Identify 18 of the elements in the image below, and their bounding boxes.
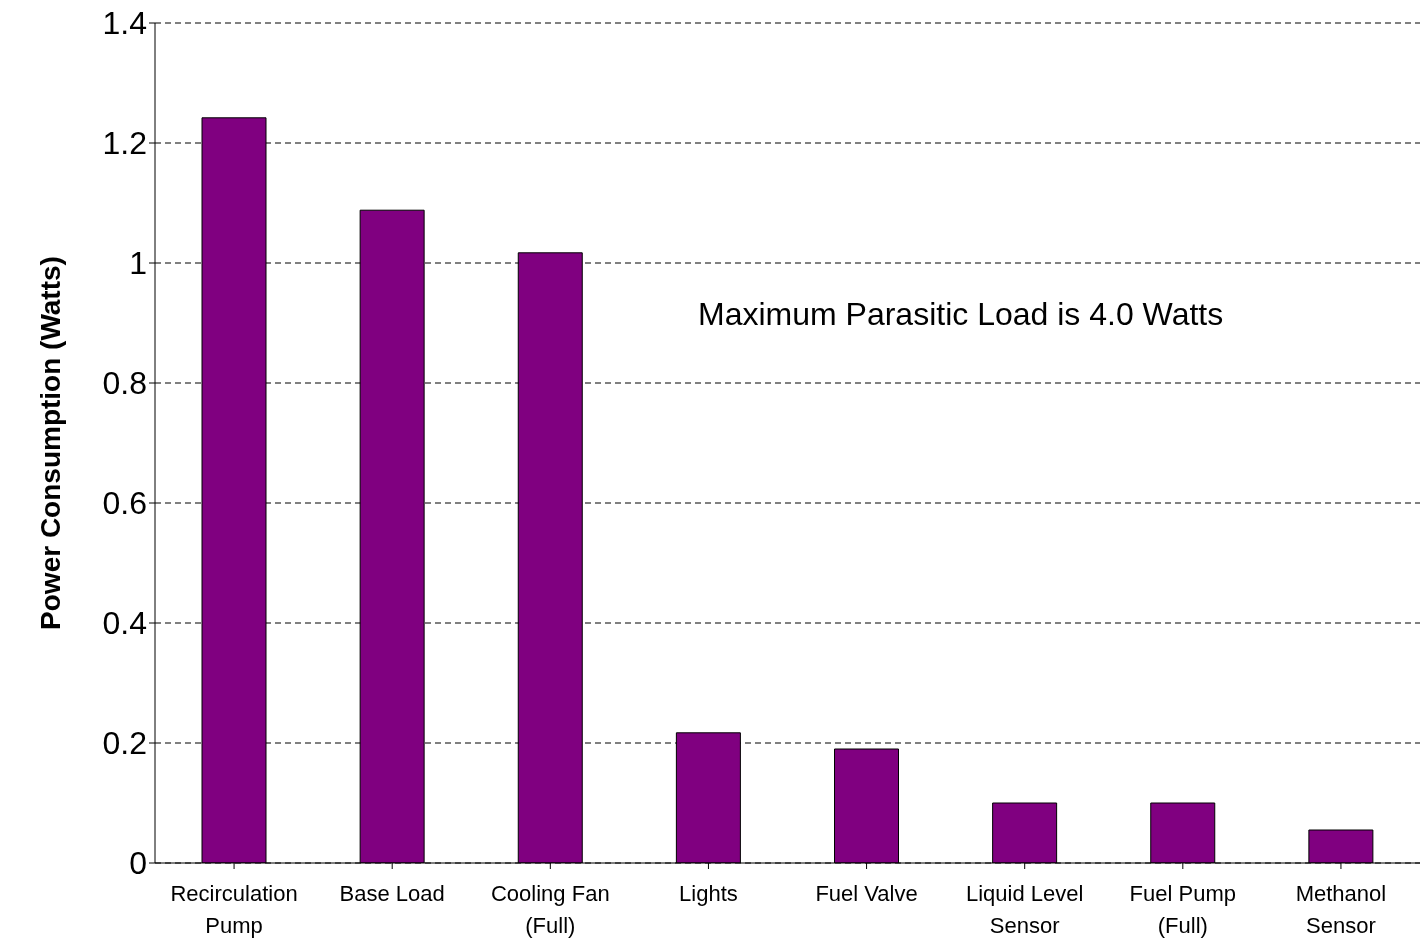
y-tick-label: 0.8 [102,365,147,402]
y-tick-label: 0.6 [102,485,147,522]
y-tick-label: 1 [129,245,147,282]
y-tick-label: 1.4 [102,5,147,42]
y-tick-label: 0 [129,845,147,882]
x-tick-label: Methanol Sensor [1295,881,1387,938]
annotation: Maximum Parasitic Load is 4.0 Watts [698,296,1224,333]
y-axis-title: Power Consumption (Watts) [34,256,66,630]
y-tick-label: 0.4 [102,605,147,642]
y-tick-label: 0.2 [102,725,147,762]
x-tick-label: Cooling Fan (Full) [490,881,610,938]
x-tick-label: Recirculation Pump [170,881,298,938]
x-tick-label: Fuel Valve [815,881,918,906]
x-tick-label: Base Load [339,881,445,906]
x-tick-label: Lights [679,881,738,906]
x-tick-label: Liquid Level Sensor [965,881,1084,938]
y-tick-label: 1.2 [102,125,147,162]
x-tick-label: Fuel Pump (Full) [1129,881,1237,938]
